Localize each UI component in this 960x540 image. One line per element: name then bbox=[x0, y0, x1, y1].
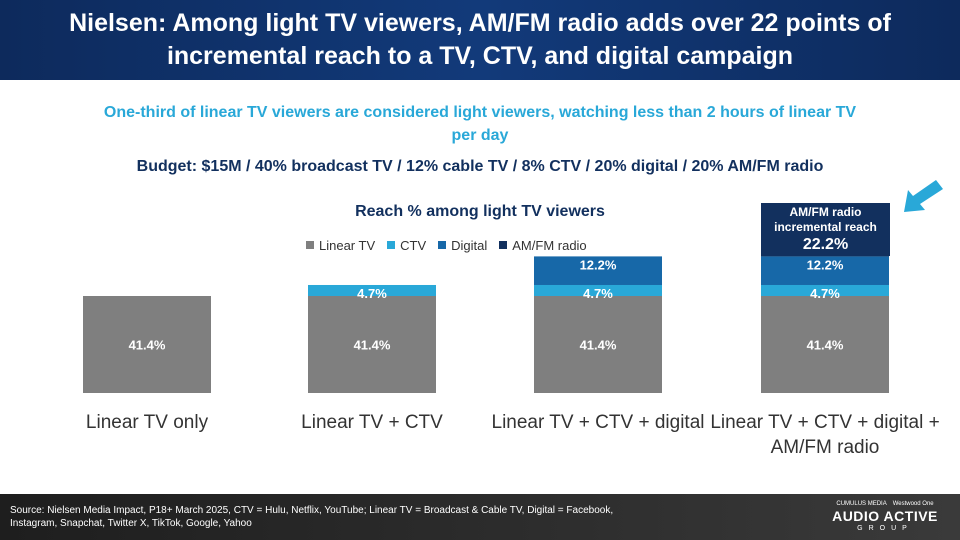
source-note: Source: Nielsen Media Impact, P18+ March… bbox=[10, 505, 614, 529]
arrow-down-left-icon bbox=[904, 180, 943, 212]
chart-legend: Linear TV CTV Digital AM/FM radio bbox=[306, 237, 587, 253]
data-label-digital-linear-tv-ctv-digital-amfm: 12.2% bbox=[807, 257, 844, 272]
bar-digital-linear-tv-ctv-digital bbox=[534, 256, 662, 285]
bar-ctv-linear-tv-ctv-digital-amfm bbox=[761, 284, 889, 296]
legend-swatch-ctv bbox=[387, 241, 396, 249]
legend-item-linear-tv: Linear TV bbox=[306, 238, 375, 253]
category-label-linear-tv-only: Linear TV only bbox=[85, 412, 209, 433]
page-title: Nielsen: Among light TV viewers, AM/FM r… bbox=[69, 9, 891, 70]
bar-linear-tv-linear-tv-ctv bbox=[308, 296, 436, 393]
data-label-linear-tv-linear-tv-ctv: 41.4% bbox=[354, 338, 391, 353]
legend-item-digital: Digital bbox=[438, 238, 487, 253]
legend-label-digital: Digital bbox=[451, 237, 488, 253]
legend-swatch-amfm-radio bbox=[499, 241, 508, 249]
audio-active-group-logo: CUMULUS MEDIA Westwood One AUDIO ACTIVE … bbox=[820, 500, 950, 533]
category-label-linear-tv-ctv: Linear TV + CTV bbox=[301, 412, 443, 433]
data-label-linear-tv-linear-tv-ctv-digital: 41.4% bbox=[580, 338, 617, 353]
legend-item-ctv: CTV bbox=[387, 238, 426, 253]
chart-title: Reach % among light TV viewers bbox=[355, 203, 605, 220]
data-label-digital-linear-tv-ctv-digital: 12.2% bbox=[580, 257, 617, 272]
bar-linear-tv-linear-tv-ctv-digital bbox=[534, 296, 662, 393]
category-label-linear-tv-ctv-digital: Linear TV + CTV + digital bbox=[491, 412, 705, 433]
bar-ctv-linear-tv-ctv bbox=[308, 284, 436, 296]
logo-westwood-text: Westwood One bbox=[892, 501, 934, 507]
legend-swatch-linear-tv bbox=[306, 241, 314, 249]
bar-linear-tv-linear-tv-only bbox=[83, 296, 211, 393]
logo-main-text: AUDIO ACTIVE bbox=[832, 508, 938, 524]
logo-cumulus-text: CUMULUS MEDIA bbox=[836, 501, 887, 507]
header-banner: Nielsen: Among light TV viewers, AM/FM r… bbox=[0, 0, 960, 80]
amfm-incremental-callout: AM/FM radio incremental reach 22.2% bbox=[761, 203, 890, 256]
bar-ctv-linear-tv-ctv-digital bbox=[534, 284, 662, 296]
data-label-ctv-linear-tv-ctv-digital-amfm: 4.7% bbox=[810, 286, 840, 301]
callout-label: AM/FM radio incremental reach bbox=[774, 205, 877, 234]
logo-sub-text: GROUP bbox=[857, 525, 913, 532]
footer-bar: Source: Nielsen Media Impact, P18+ March… bbox=[0, 494, 960, 540]
legend-item-amfm-radio: AM/FM radio bbox=[499, 237, 587, 253]
data-label-linear-tv-linear-tv-only: 41.4% bbox=[129, 338, 166, 353]
data-label-ctv-linear-tv-ctv: 4.7% bbox=[357, 286, 387, 301]
bar-digital-linear-tv-ctv-digital-amfm bbox=[761, 256, 889, 285]
callout-value: 22.2% bbox=[802, 236, 849, 253]
budget-line: Budget: $15M / 40% broadcast TV / 12% ca… bbox=[136, 158, 824, 175]
legend-label-linear-tv: Linear TV bbox=[319, 237, 376, 253]
data-label-linear-tv-linear-tv-ctv-digital-amfm: 41.4% bbox=[807, 338, 844, 353]
bar-linear-tv-linear-tv-ctv-digital-amfm bbox=[761, 296, 889, 393]
subtitle: One-third of linear TV viewers are consi… bbox=[103, 104, 857, 144]
legend-label-amfm-radio: AM/FM radio bbox=[512, 237, 587, 253]
legend-swatch-digital bbox=[438, 241, 447, 249]
legend-label-ctv: CTV bbox=[400, 237, 427, 253]
category-label-linear-tv-ctv-digital-amfm: Linear TV + CTV + digital + AM/FM radio bbox=[710, 412, 940, 458]
data-label-ctv-linear-tv-ctv-digital: 4.7% bbox=[583, 286, 613, 301]
